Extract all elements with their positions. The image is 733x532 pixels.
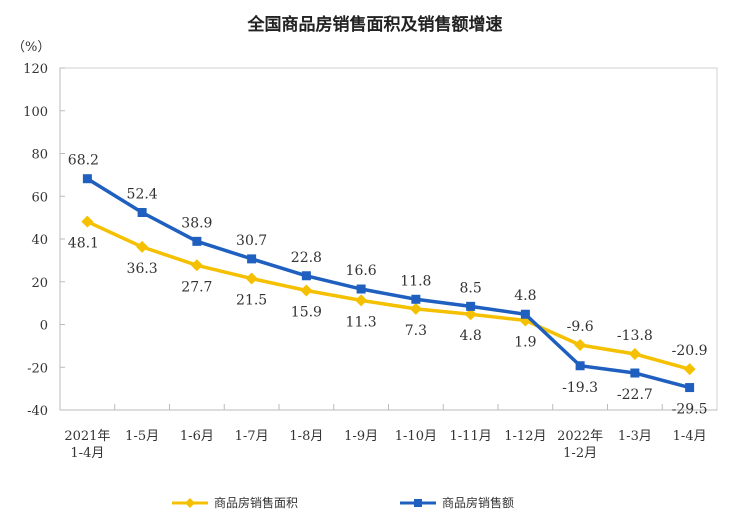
data-point [137, 207, 147, 217]
x-tick-label: 1-4月 [673, 429, 707, 444]
legend-label: 商品房销售额 [442, 495, 514, 510]
data-label: 8.5 [459, 280, 481, 296]
data-label: -20.9 [672, 343, 708, 359]
x-tick-label: 1-2月 [563, 446, 597, 461]
y-tick-label: -40 [27, 404, 48, 419]
data-label: -19.3 [562, 380, 598, 396]
data-point [81, 215, 94, 228]
data-point [628, 347, 641, 360]
data-label: -9.6 [567, 319, 594, 335]
y-tick-label: 60 [31, 190, 48, 205]
series-line-1 [86, 177, 691, 390]
data-label: 52.4 [127, 186, 158, 202]
x-tick-label: 1-7月 [235, 429, 269, 444]
data-label: 15.9 [291, 305, 322, 321]
data-point [411, 294, 421, 304]
data-point [574, 339, 587, 352]
data-label: -13.8 [617, 328, 653, 344]
data-label: 7.3 [405, 323, 427, 339]
data-point [520, 309, 530, 319]
data-point [575, 361, 585, 371]
y-tick-label: 20 [31, 276, 48, 291]
x-tick-label: 2021年 [64, 429, 110, 444]
chart-title: 全国商品房销售面积及销售额增速 [247, 14, 503, 35]
y-tick-label: 0 [40, 319, 48, 334]
plot-frame [59, 67, 718, 411]
data-label: 11.3 [346, 314, 377, 330]
x-tick-label: 1-10月 [395, 429, 437, 444]
y-axis-unit: （%） [12, 40, 50, 55]
x-tick-label: 1-8月 [289, 429, 323, 444]
data-label: 38.9 [181, 215, 212, 231]
series-line-0 [86, 220, 691, 371]
data-point [466, 301, 476, 311]
data-label: 68.2 [68, 153, 99, 169]
data-label: 22.8 [291, 250, 322, 266]
x-tick-label: 1-12月 [504, 429, 546, 444]
data-point [190, 259, 203, 272]
data-label: 4.8 [459, 328, 481, 344]
data-point [136, 240, 149, 253]
y-tick-label: 80 [31, 148, 48, 163]
x-tick-label: 1-9月 [344, 429, 378, 444]
x-tick-label: 2022年 [557, 429, 603, 444]
data-point [245, 272, 258, 285]
legend-label: 商品房销售面积 [214, 495, 298, 510]
data-point [355, 294, 368, 307]
data-point [301, 271, 311, 281]
data-point [409, 302, 422, 315]
data-point [192, 236, 202, 246]
x-tick-label: 1-11月 [450, 429, 492, 444]
legend-marker [185, 498, 195, 508]
x-tick-label: 1-3月 [618, 429, 652, 444]
data-point [356, 284, 366, 294]
data-point [247, 254, 257, 264]
data-label: 4.8 [514, 288, 536, 304]
data-label: 48.1 [68, 236, 99, 252]
data-point [82, 174, 92, 184]
data-label: -29.5 [672, 402, 708, 418]
data-label: 11.8 [400, 273, 431, 289]
y-tick-label: 40 [31, 233, 48, 248]
y-tick-label: 100 [23, 105, 48, 120]
data-label: -22.7 [617, 387, 653, 403]
data-label: 21.5 [236, 293, 267, 309]
data-point [300, 284, 313, 297]
data-label: 36.3 [127, 261, 158, 277]
x-tick-label: 1-5月 [125, 429, 159, 444]
data-point [464, 308, 477, 321]
data-point [630, 368, 640, 378]
data-label: 27.7 [181, 279, 212, 295]
y-tick-label: 120 [23, 62, 48, 77]
y-tick-label: -20 [27, 361, 48, 376]
data-point [685, 383, 695, 393]
data-label: 1.9 [514, 334, 536, 350]
x-tick-label: 1-4月 [70, 446, 104, 461]
legend-marker [414, 499, 422, 507]
data-point [683, 363, 696, 376]
data-label: 16.6 [346, 263, 377, 279]
data-label: 30.7 [236, 233, 267, 249]
x-tick-label: 1-6月 [180, 429, 214, 444]
